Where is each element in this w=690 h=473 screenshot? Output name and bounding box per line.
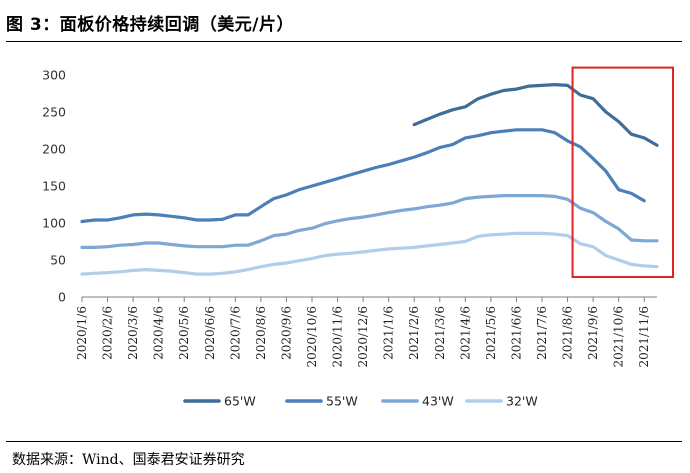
x-tick-label: 2020/4/6 bbox=[152, 306, 166, 360]
y-tick-label: 200 bbox=[42, 142, 66, 157]
x-tick-label: 2020/11/6 bbox=[331, 306, 345, 368]
x-axis-ticks: 2020/1/6 2020/2/6 2020/3/6 2020/4/6 2020/5/6… bbox=[75, 297, 651, 368]
legend-label: 65'W bbox=[224, 394, 256, 409]
legend: 65'W 55'W 43'W 32'W bbox=[183, 394, 538, 409]
highlight-box bbox=[571, 66, 674, 279]
y-axis-ticks: 0 50 100 150 200 250 300 bbox=[42, 68, 66, 305]
source-note: 数据来源：Wind、国泰君安证券研究 bbox=[12, 452, 245, 468]
x-tick-label: 2020/2/6 bbox=[101, 306, 115, 360]
x-tick-label: 2021/5/6 bbox=[484, 306, 498, 360]
x-tick-label: 2020/5/6 bbox=[177, 306, 191, 360]
top-divider bbox=[6, 41, 682, 42]
annotation-layer bbox=[571, 66, 674, 279]
x-tick-label: 2020/6/6 bbox=[203, 306, 217, 360]
x-tick-label: 2021/11/6 bbox=[637, 306, 651, 368]
series-line bbox=[80, 128, 646, 224]
x-tick-label: 2021/8/6 bbox=[561, 306, 575, 360]
x-tick-label: 2020/10/6 bbox=[305, 306, 319, 368]
x-tick-label: 2020/9/6 bbox=[279, 306, 293, 360]
x-tick-label: 2021/2/6 bbox=[407, 306, 421, 360]
x-tick-label: 2021/3/6 bbox=[433, 306, 447, 360]
x-tick-label: 2020/8/6 bbox=[254, 306, 268, 360]
bottom-divider bbox=[6, 441, 682, 442]
x-tick-label: 2020/7/6 bbox=[228, 306, 242, 360]
legend-label: 43'W bbox=[422, 394, 454, 409]
legend-label: 32'W bbox=[506, 394, 538, 409]
y-tick-label: 150 bbox=[42, 179, 66, 194]
x-tick-label: 2021/9/6 bbox=[586, 306, 600, 360]
x-tick-label: 2021/7/6 bbox=[535, 306, 549, 360]
x-tick-label: 2020/1/6 bbox=[75, 306, 89, 360]
y-tick-label: 0 bbox=[58, 290, 66, 305]
y-tick-label: 50 bbox=[50, 253, 66, 268]
y-tick-label: 250 bbox=[42, 105, 66, 120]
x-tick-label: 2020/3/6 bbox=[126, 306, 140, 360]
series-lines bbox=[80, 83, 659, 276]
x-tick-label: 2021/1/6 bbox=[382, 306, 396, 360]
series-line bbox=[80, 194, 659, 249]
series-line bbox=[80, 231, 659, 276]
chart-title: 图 3：面板价格持续回调（美元/片） bbox=[6, 15, 294, 35]
series-line bbox=[412, 83, 659, 147]
y-tick-label: 300 bbox=[42, 68, 66, 83]
y-tick-label: 100 bbox=[42, 216, 66, 231]
x-tick-label: 2021/4/6 bbox=[458, 306, 472, 360]
x-tick-label: 2020/12/6 bbox=[356, 306, 370, 368]
x-tick-label: 2021/6/6 bbox=[509, 306, 523, 360]
legend-label: 55'W bbox=[326, 394, 358, 409]
x-tick-label: 2021/10/6 bbox=[612, 306, 626, 368]
